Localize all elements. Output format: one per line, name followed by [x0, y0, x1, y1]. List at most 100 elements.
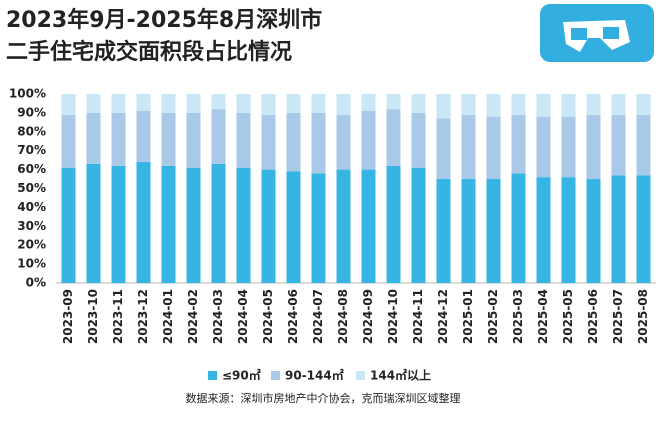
x-tick-label: 2025-05 [561, 289, 575, 344]
bar-segment [486, 116, 501, 180]
bar-segment [486, 179, 501, 283]
x-tick-label: 2023-12 [136, 289, 150, 344]
bar-segment [586, 179, 601, 283]
x-tick-label: 2024-10 [386, 289, 400, 344]
bar-segment [311, 112, 326, 174]
bar-segment [361, 169, 376, 283]
bar-segment [536, 94, 551, 117]
x-tick-label: 2023-09 [61, 289, 75, 344]
bar-segment [636, 175, 651, 283]
bar-segment [186, 112, 201, 168]
bar-segment [186, 94, 201, 113]
bar-segment [161, 112, 176, 166]
bar-segment [361, 111, 376, 170]
bar-segment [361, 94, 376, 112]
bar-segment [286, 171, 301, 283]
bar-segment [86, 94, 101, 113]
bar-segment [461, 179, 476, 283]
x-tick-label: 2025-04 [536, 289, 550, 344]
bar-segment [311, 94, 326, 113]
bar-segment [511, 114, 526, 174]
bar-segment [111, 165, 126, 283]
bar-segment [211, 94, 226, 110]
x-tick-label: 2024-04 [236, 289, 250, 344]
bar-segment [261, 169, 276, 283]
x-tick-label: 2024-05 [261, 289, 275, 344]
logo [540, 4, 654, 62]
bar-segment [86, 112, 101, 164]
bar-segment [136, 94, 151, 112]
bar-segment [336, 114, 351, 170]
bar-segment [336, 94, 351, 115]
bar-segment [511, 173, 526, 283]
source-note: 数据来源：深圳市房地产中介协会，克而瑞深圳区域整理 [186, 391, 461, 405]
y-tick-label: 80% [17, 124, 46, 138]
bar-segment [136, 162, 151, 283]
y-tick-label: 40% [17, 200, 46, 214]
bar-segment [411, 112, 426, 168]
x-tick-label: 2024-06 [286, 289, 300, 344]
bar-segment [136, 111, 151, 163]
y-tick-label: 30% [17, 219, 46, 233]
bar-segment [111, 94, 126, 113]
bar-segment [636, 114, 651, 176]
bar-segment [611, 114, 626, 176]
bar-segment [161, 165, 176, 283]
legend-swatch [271, 371, 280, 380]
bar-segment [61, 94, 76, 115]
legend-label: ≤90㎡ [222, 368, 261, 383]
y-tick-label: 10% [17, 257, 46, 271]
x-tick-label: 2024-09 [361, 289, 375, 344]
bar-segment [286, 112, 301, 172]
y-tick-label: 70% [17, 143, 46, 157]
x-tick-label: 2025-02 [486, 289, 500, 344]
bar-segment [86, 163, 101, 283]
bar-segment [336, 169, 351, 283]
bar-segment [236, 167, 251, 283]
y-tick-label: 0% [26, 276, 46, 290]
x-tick-label: 2023-11 [111, 289, 125, 344]
x-tick-label: 2025-06 [586, 289, 600, 344]
x-tick-label: 2024-08 [336, 289, 350, 344]
x-tick-label: 2025-01 [461, 289, 475, 344]
bar-segment [236, 112, 251, 168]
y-tick-label: 60% [17, 162, 46, 176]
bar-segment [61, 114, 76, 168]
x-tick-label: 2024-12 [436, 289, 450, 344]
bar-segment [411, 167, 426, 283]
bar-segment [61, 167, 76, 283]
bar-segment [111, 112, 126, 166]
bar-segment [461, 114, 476, 180]
x-tick-label: 2024-07 [311, 289, 325, 344]
bar-segment [411, 94, 426, 113]
bar-segment [461, 94, 476, 115]
bar-segment [561, 177, 576, 283]
bar-segment [236, 94, 251, 113]
x-tick-label: 2025-07 [611, 289, 625, 344]
legend-swatch [356, 371, 365, 380]
bar-segment [536, 177, 551, 283]
bar-segment [386, 94, 401, 110]
y-tick-label: 90% [17, 105, 46, 119]
x-tick-label: 2024-03 [211, 289, 225, 344]
bar-segment [261, 114, 276, 170]
y-tick-label: 20% [17, 238, 46, 252]
bar-segment [436, 179, 451, 283]
x-tick-label: 2023-10 [86, 289, 100, 344]
chart-title: 二手住宅成交面积段占比情况 [6, 39, 292, 65]
bar-segment [636, 94, 651, 115]
bar-segment [386, 109, 401, 166]
bar-segment [436, 94, 451, 119]
bar-segment [611, 175, 626, 283]
x-tick-label: 2024-11 [411, 289, 425, 344]
bar-segment [511, 94, 526, 115]
bar-segment [286, 94, 301, 113]
bar-segment [311, 173, 326, 283]
bar-segment [586, 114, 601, 180]
bar-segment [586, 94, 601, 115]
bar-segment [536, 116, 551, 178]
legend-label: 144㎡以上 [370, 368, 431, 383]
bar-segment [261, 94, 276, 115]
bar-segment [611, 94, 626, 115]
